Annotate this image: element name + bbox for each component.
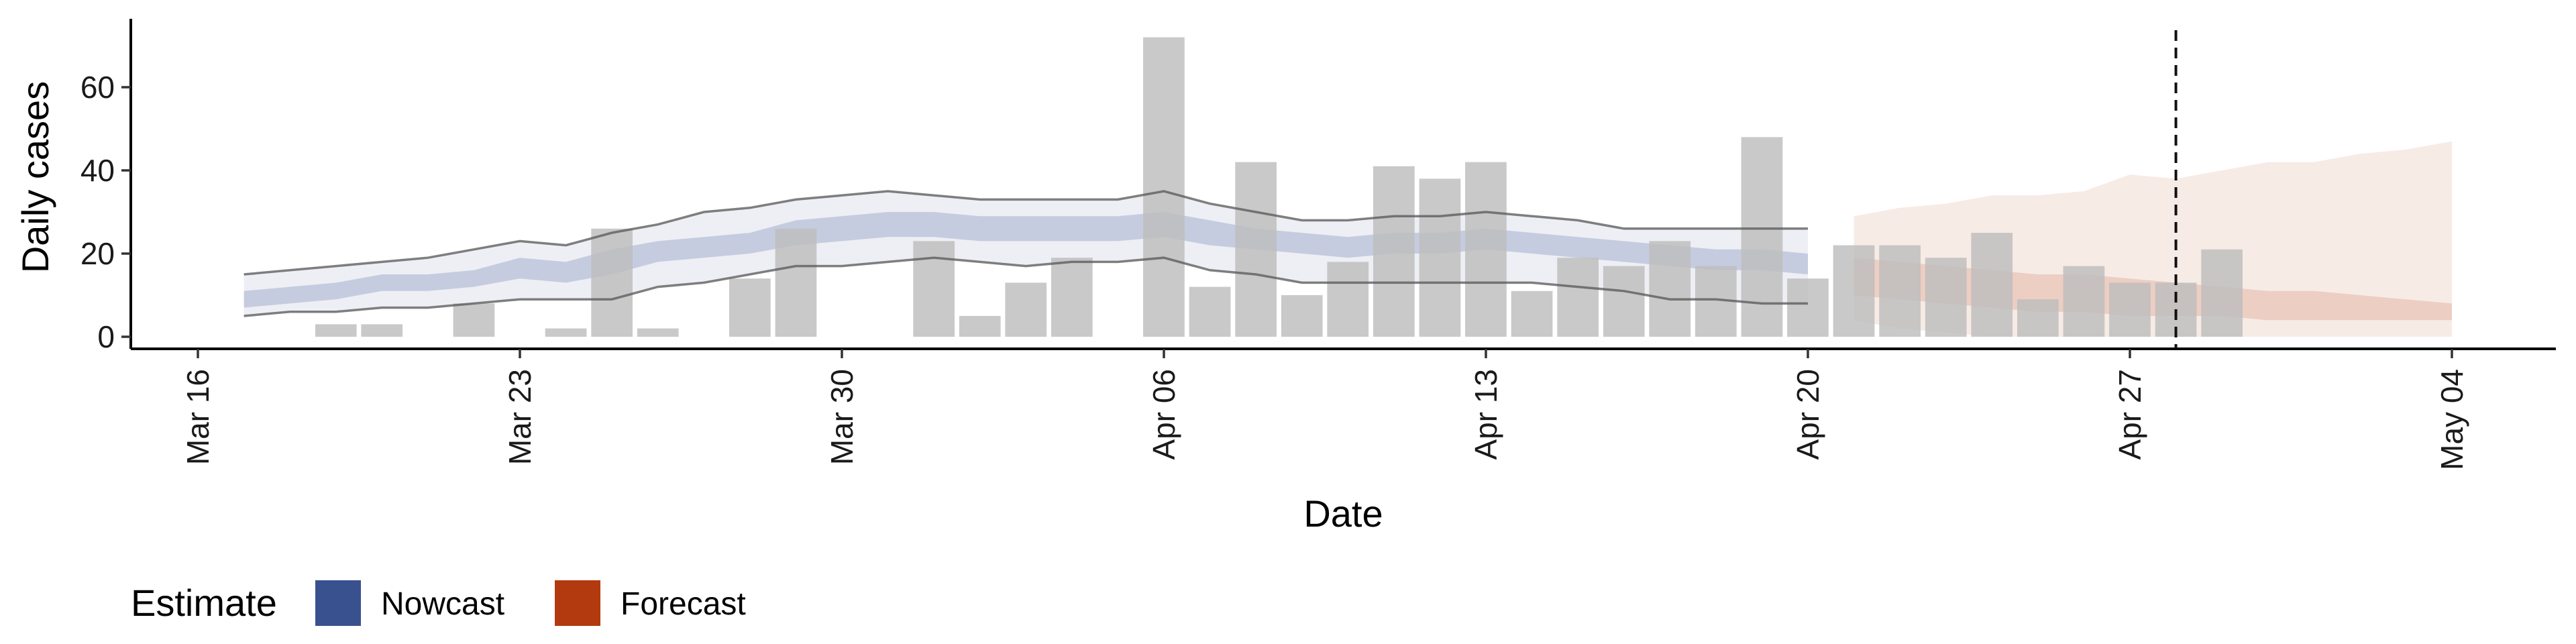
case-bar bbox=[1005, 282, 1047, 337]
case-bar bbox=[545, 328, 587, 337]
case-bar bbox=[729, 278, 771, 337]
case-bar bbox=[1603, 266, 1645, 337]
x-axis-title: Date bbox=[1303, 492, 1383, 535]
case-bar bbox=[591, 228, 633, 337]
case-bar bbox=[453, 303, 495, 337]
legend-title: Estimate bbox=[131, 582, 277, 624]
x-tick-label: May 04 bbox=[2434, 369, 2469, 470]
case-bar bbox=[1511, 290, 1553, 337]
case-bar bbox=[1051, 258, 1093, 337]
x-tick-label: Mar 30 bbox=[824, 369, 859, 465]
case-bar bbox=[913, 241, 955, 337]
case-bar bbox=[1925, 258, 1967, 337]
case-bar bbox=[361, 324, 403, 337]
case-bar bbox=[1327, 262, 1369, 337]
case-bar bbox=[1971, 233, 2013, 337]
nowcast-inner-band bbox=[244, 212, 1808, 308]
y-tick-label: 20 bbox=[80, 236, 115, 271]
case-bar bbox=[2109, 282, 2151, 337]
case-bar bbox=[1419, 178, 1461, 337]
nowcast-lower-line bbox=[244, 256, 1808, 317]
case-bar bbox=[1741, 137, 1783, 337]
case-bar bbox=[1281, 295, 1323, 337]
x-tick-label: Mar 16 bbox=[180, 369, 215, 465]
x-tick-label: Apr 27 bbox=[2112, 369, 2147, 460]
legend: Estimate Nowcast Forecast bbox=[131, 580, 746, 626]
case-bar bbox=[1649, 241, 1691, 337]
case-bar bbox=[1557, 258, 1599, 337]
x-tick-label: Apr 06 bbox=[1146, 369, 1181, 460]
y-axis-title: Daily cases bbox=[14, 81, 56, 273]
case-bar bbox=[1787, 278, 1829, 337]
y-tick-label: 60 bbox=[80, 70, 115, 105]
case-bar bbox=[315, 324, 357, 337]
x-tick-label: Apr 20 bbox=[1790, 369, 1825, 460]
case-bar bbox=[2201, 249, 2243, 337]
x-tick-label: Mar 23 bbox=[502, 369, 537, 465]
x-tick-label: Apr 13 bbox=[1468, 369, 1503, 460]
case-bar bbox=[2063, 266, 2105, 337]
case-bar bbox=[1235, 162, 1277, 337]
case-bar bbox=[959, 316, 1001, 337]
legend-swatch bbox=[315, 580, 361, 626]
nowcast-upper-line bbox=[244, 190, 1808, 276]
bars-layer bbox=[315, 37, 2243, 337]
case-bar bbox=[1465, 162, 1507, 337]
case-bar bbox=[637, 328, 679, 337]
case-bar bbox=[1189, 286, 1231, 337]
legend-swatch bbox=[555, 580, 600, 626]
case-bar bbox=[775, 228, 817, 337]
case-bar bbox=[1879, 245, 1921, 337]
nowcast-outer-band bbox=[244, 191, 1808, 316]
case-bar bbox=[1143, 37, 1185, 337]
legend-label: Nowcast bbox=[381, 586, 504, 622]
case-bar bbox=[1833, 245, 1875, 337]
axes-layer: 0 20 40 60 Mar 16 Mar 23 Mar 30 Apr 06 Apr 13 Apr… bbox=[80, 19, 2556, 470]
case-bar bbox=[1373, 166, 1415, 337]
y-tick-label: 0 bbox=[97, 319, 115, 354]
case-bar bbox=[2017, 299, 2059, 337]
y-tick-label: 40 bbox=[80, 153, 115, 188]
legend-label: Forecast bbox=[621, 586, 746, 622]
